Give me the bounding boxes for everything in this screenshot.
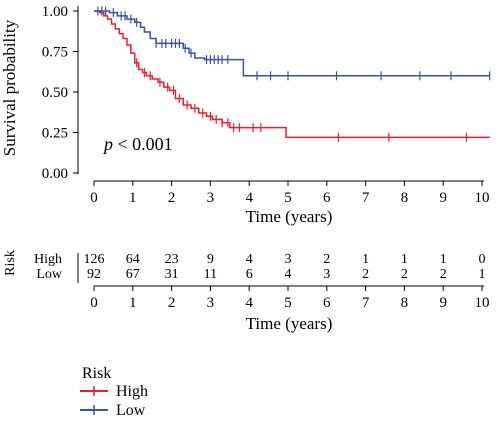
risk-count-high: 1 [401,252,408,267]
x-tick-label: 6 [323,190,331,206]
x-axis: 0 1 2 3 4 5 6 7 8 9 10 [90,180,490,206]
risk-count-low: 4 [285,267,292,282]
legend: Risk High Low [80,365,148,419]
survival-line-low [94,10,490,77]
risk-x-axis-title: Time (years) [246,314,333,333]
p-value-text: < 0.001 [113,134,173,154]
risk-x-tick-label: 8 [401,295,409,311]
risk-count-high: 1 [440,252,447,267]
y-axis: 0.00 0.25 0.50 0.75 1.00 [42,4,79,182]
risk-count-low: 92 [87,267,101,282]
y-tick-label: 0.75 [42,45,68,61]
risk-count-high: 64 [126,252,140,267]
x-tick-label: 0 [90,190,98,206]
risk-count-low: 2 [440,267,447,282]
risk-count-low: 6 [246,267,253,282]
survival-line-high [94,10,490,139]
legend-item-low: Low [80,402,146,419]
x-tick-label: 10 [475,190,490,206]
legend-label-high: High [116,383,148,400]
survival-curves [94,6,491,142]
x-tick-label: 5 [284,190,292,206]
risk-count-high: 1 [362,252,369,267]
y-tick-label: 1.00 [42,4,68,20]
risk-x-tick-label: 10 [475,295,490,311]
risk-x-tick-label: 2 [168,295,176,311]
risk-count-low: 3 [323,267,330,282]
risk-count-low: 67 [126,267,140,282]
risk-table: Risk High Low 126 64 23 9 4 3 2 1 1 1 092 67 31 11 6 4 3… [3,250,490,333]
risk-values: 126 64 23 9 4 3 2 1 1 1 092 67 31 11 6 4 3 2 2 2 1 [84,252,486,282]
risk-count-high: 9 [207,252,214,267]
legend-title: Risk [82,365,111,382]
risk-count-low: 2 [401,267,408,282]
risk-x-tick-label: 7 [362,295,370,311]
risk-count-low: 2 [362,267,369,282]
risk-count-high: 4 [246,252,253,267]
risk-count-low: 11 [204,267,217,282]
x-tick-label: 9 [439,190,447,206]
y-tick-label: 0.50 [42,85,68,101]
risk-count-low: 31 [165,267,179,282]
x-tick-label: 1 [129,190,137,206]
risk-x-tick-label: 4 [245,295,253,311]
risk-x-tick-label: 6 [323,295,331,311]
y-tick-label: 0.25 [42,126,68,142]
risk-row-label-low: Low [36,267,63,282]
x-tick-label: 8 [401,190,409,206]
legend-item-high: High [80,383,148,400]
risk-table-title: Risk [3,250,18,276]
x-tick-label: 7 [362,190,370,206]
y-tick-label: 0.00 [42,166,68,182]
legend-label-low: Low [116,402,146,419]
risk-x-tick-label: 3 [207,295,215,311]
x-tick-label: 2 [168,190,176,206]
risk-x-tick-label: 1 [129,295,137,311]
risk-x-tick-label: 5 [284,295,292,311]
p-value-symbol: p [102,134,113,154]
p-value-annotation: p < 0.001 [102,134,173,154]
risk-count-high: 23 [165,252,179,267]
survival-plot: Survival probability 0.00 0.25 0.50 0.75 1.0… [0,4,491,226]
risk-x-tick-label: 9 [439,295,447,311]
risk-count-high: 126 [84,252,105,267]
risk-count-high: 3 [285,252,292,267]
risk-count-low: 1 [479,267,486,282]
risk-x-axis: 0 1 2 3 4 5 6 7 8 9 10 [90,286,490,311]
risk-x-tick-label: 0 [90,295,98,311]
risk-row-label-high: High [34,252,62,267]
x-tick-label: 4 [245,190,253,206]
risk-count-high: 2 [323,252,330,267]
y-axis-title: Survival probability [0,19,19,156]
x-tick-label: 3 [207,190,215,206]
x-axis-title: Time (years) [246,207,333,226]
risk-count-high: 0 [479,252,486,267]
